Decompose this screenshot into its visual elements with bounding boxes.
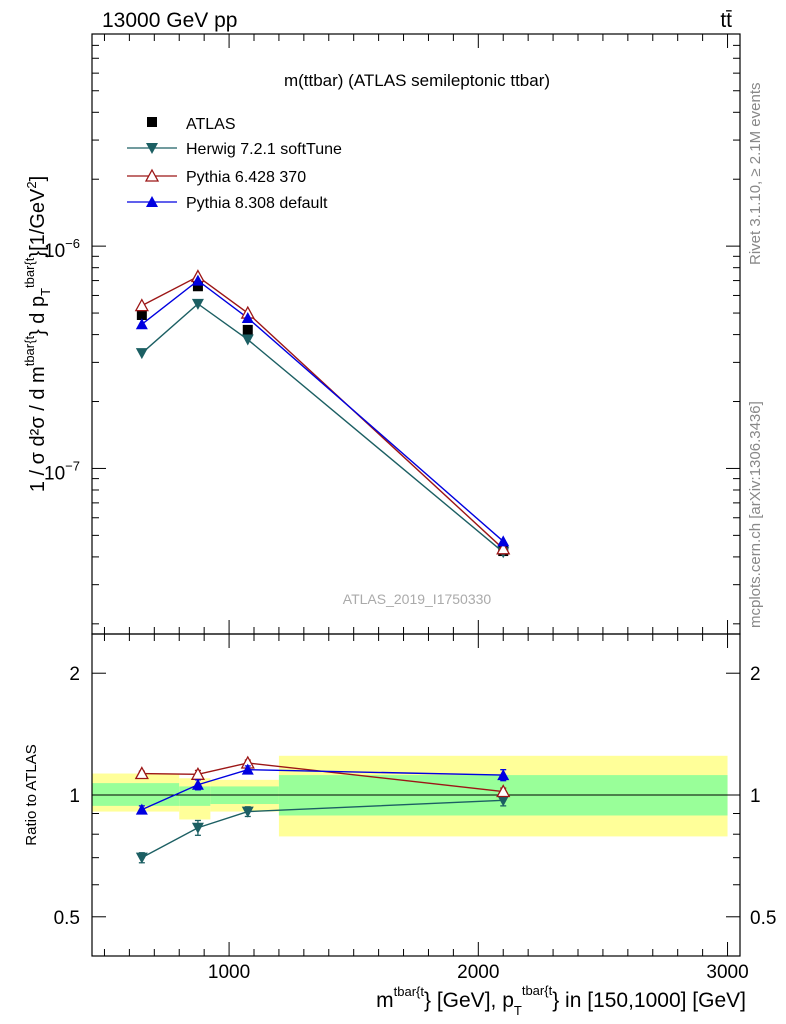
ratio-point-pythia8 [497, 769, 510, 781]
ratio-band-inner [179, 786, 211, 806]
ratio-point-pythia8 [191, 778, 204, 790]
main-y-tick-label: 10−6 [44, 236, 80, 262]
legend-label: Herwig 7.2.1 softTune [186, 141, 342, 158]
legend-marker-pythia8 [146, 196, 158, 207]
ratio-tick-marks [92, 634, 740, 956]
main-point-herwig [135, 348, 148, 360]
legend-item-herwig: Herwig 7.2.1 softTune [127, 141, 342, 158]
header-right: tt̄ [720, 9, 732, 32]
main-y-ticks: 10−6 10−7 [44, 236, 80, 484]
main-point-pythia8 [497, 535, 510, 547]
legend-label: ATLAS [186, 116, 236, 133]
main-point-atlas [192, 281, 203, 292]
header-left: 13000 GeV pp [102, 9, 237, 32]
ratio-point-pythia6 [134, 766, 149, 780]
ratio-y-ticks-left: 0.5 1 2 [54, 664, 80, 929]
main-tick-marks [92, 33, 740, 634]
ratio-y-tick-label: 1 [69, 786, 80, 807]
main-point-pythia8 [135, 318, 148, 330]
legend-marker-herwig [146, 143, 158, 154]
x-tick-label: 3000 [706, 962, 748, 983]
ratio-y-tick-label: 2 [69, 664, 80, 685]
main-y-axis-label: 1 / σ d²σ / d mtbar{t} d pTtbar{t}[1/GeV… [22, 176, 53, 492]
main-series-group [134, 269, 511, 559]
legend-item-pythia6: Pythia 6.428 370 [127, 168, 306, 186]
ratio-band-inner [92, 783, 180, 806]
main-point-atlas [136, 310, 147, 321]
ratio-y-tick-label-right: 1 [750, 786, 761, 807]
ratio-point-pythia8 [241, 763, 254, 775]
ratio-point-pythia6 [496, 784, 511, 798]
ratio-point-herwig [135, 852, 148, 864]
ratio-point-herwig [191, 822, 204, 834]
ratio-point-pythia8 [135, 803, 148, 815]
legend-marker-atlas [147, 117, 157, 127]
main-point-pythia6 [134, 298, 149, 312]
legend-item-pythia8: Pythia 8.308 default [127, 195, 328, 212]
x-ticks: 1000 2000 3000 [208, 962, 749, 983]
ratio-line-pythia6 [141, 762, 504, 793]
ratio-y-axis-label: Ratio to ATLAS [23, 744, 40, 845]
legend-item-atlas: ATLAS [147, 116, 236, 133]
legend-label: Pythia 6.428 370 [186, 169, 306, 186]
analysis-watermark: ATLAS_2019_I1750330 [343, 591, 492, 607]
ratio-point-herwig [241, 806, 254, 818]
x-tick-label: 2000 [457, 962, 499, 983]
main-line-herwig [141, 302, 504, 553]
ratio-y-tick-label: 0.5 [54, 908, 80, 929]
ratio-line-pythia8 [141, 768, 504, 811]
legend: ATLAS Herwig 7.2.1 softTune Pythia 6.428… [127, 116, 342, 212]
main-point-atlas [242, 324, 253, 335]
mcplots-label: mcplots.cern.ch [arXiv:1306.3436] [747, 401, 764, 628]
x-tick-label: 1000 [208, 962, 250, 983]
legend-label: Pythia 8.308 default [186, 195, 328, 212]
ratio-point-herwig [497, 795, 510, 807]
main-y-tick-label: 10−7 [44, 458, 80, 484]
ratio-y-tick-label-right: 0.5 [750, 908, 776, 929]
x-axis-label: mtbar{t} [GeV], pTtbar{t} in [150,1000] … [376, 983, 746, 1018]
main-point-pythia8 [241, 312, 254, 324]
ratio-y-tick-label-right: 2 [750, 664, 761, 685]
main-line-pythia6 [141, 275, 504, 550]
ratio-panel: 0.5 1 2 0.5 1 2 1000 2000 3000 Ratio to … [23, 633, 776, 1018]
rivet-label: Rivet 3.1.10, ≥ 2.1M events [747, 83, 764, 266]
legend-marker-pythia6 [144, 168, 160, 182]
ratio-y-ticks-right: 0.5 1 2 [750, 664, 776, 929]
main-point-pythia8 [191, 274, 204, 286]
plot-title: m(ttbar) (ATLAS semileptonic ttbar) [284, 71, 550, 90]
ratio-uncertainty-bands [92, 755, 728, 837]
main-point-pythia6 [496, 541, 511, 555]
ratio-line-herwig [141, 799, 504, 859]
ratio-series-group [134, 755, 511, 864]
main-line-pythia8 [141, 279, 504, 542]
main-point-herwig [191, 298, 204, 310]
main-point-herwig [241, 334, 254, 346]
main-panel: m(ttbar) (ATLAS semileptonic ttbar) ATLA… [22, 33, 741, 635]
